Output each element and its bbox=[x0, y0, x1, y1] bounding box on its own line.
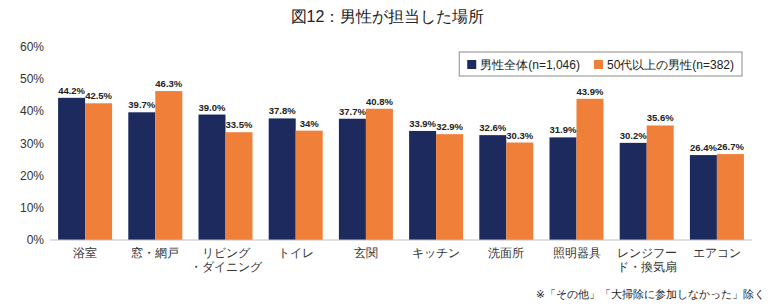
y-tick-label: 0% bbox=[27, 233, 45, 247]
data-label: 33.9% bbox=[409, 118, 436, 129]
bar bbox=[550, 137, 577, 240]
data-label: 32.9% bbox=[436, 121, 463, 132]
bar bbox=[339, 119, 366, 240]
x-tick-label-line: キッチン bbox=[412, 246, 460, 260]
data-label: 43.9% bbox=[577, 86, 604, 97]
chart: 図12：男性が担当した場所 0% 10% 20% 30% 40% 50% 60% 44.2% 39… bbox=[0, 0, 775, 306]
x-tick-label: エアコン bbox=[693, 246, 741, 260]
data-label: 32.6% bbox=[479, 122, 506, 133]
legend-swatch bbox=[594, 60, 603, 69]
data-label: 37.7% bbox=[339, 106, 366, 117]
data-label: 33.5% bbox=[226, 119, 253, 130]
x-tick-label: レンジフード・換気扇 bbox=[617, 246, 677, 274]
x-tick-label-line: ド・換気扇 bbox=[617, 260, 677, 274]
x-tick-label: トイレ bbox=[278, 246, 314, 260]
bar bbox=[690, 155, 717, 240]
data-label: 42.5% bbox=[85, 90, 112, 101]
data-labels: 44.2% 39.7% 39.0% 37.8% 37.7% 33.9% 32.6% 31.9%… bbox=[58, 78, 744, 153]
bar bbox=[269, 118, 296, 240]
data-label: 40.8% bbox=[366, 96, 393, 107]
bar bbox=[409, 131, 436, 240]
bar bbox=[128, 112, 155, 240]
x-tick-label-line: 洗面所 bbox=[488, 246, 524, 260]
x-tick-label: リビング・ダイニング bbox=[190, 246, 263, 274]
x-tick-label: 玄関 bbox=[354, 246, 378, 260]
data-label: 39.0% bbox=[199, 102, 226, 113]
x-tick-label-line: 照明器具 bbox=[553, 246, 601, 260]
legend: 男性全体(n=1,046) 50代以上の男性(n=382) bbox=[459, 52, 742, 76]
legend-label: 男性全体(n=1,046) bbox=[480, 58, 580, 72]
bar bbox=[58, 98, 85, 240]
bar bbox=[620, 143, 647, 240]
data-label: 30.2% bbox=[620, 130, 647, 141]
x-axis-line bbox=[50, 240, 752, 241]
x-tick-label: 洗面所 bbox=[488, 246, 524, 260]
data-label: 35.6% bbox=[647, 112, 674, 123]
x-tick-label-line: 窓・網戸 bbox=[131, 246, 179, 260]
bar bbox=[296, 131, 323, 240]
y-tick-label: 40% bbox=[20, 104, 44, 118]
y-tick-label: 60% bbox=[20, 40, 44, 54]
x-tick-label-line: エアコン bbox=[693, 246, 741, 260]
data-label: 31.9% bbox=[550, 124, 577, 135]
bars bbox=[58, 91, 744, 240]
bar bbox=[155, 91, 182, 240]
y-tick-label: 30% bbox=[20, 137, 44, 151]
annotation: ※「その他」「大掃除に参加しなかった」除く bbox=[536, 288, 765, 300]
bar bbox=[479, 135, 506, 240]
legend-label: 50代以上の男性(n=382) bbox=[607, 58, 734, 72]
x-tick-label-line: 浴室 bbox=[73, 246, 97, 260]
data-label: 34% bbox=[300, 118, 320, 129]
legend-swatch bbox=[467, 60, 476, 69]
data-label: 44.2% bbox=[58, 85, 85, 96]
x-tick-label: 照明器具 bbox=[553, 246, 601, 260]
bar bbox=[366, 109, 393, 240]
x-tick-label: 窓・網戸 bbox=[131, 246, 179, 260]
data-label: 46.3% bbox=[155, 78, 182, 89]
data-label: 26.4% bbox=[690, 142, 717, 153]
y-tick-label: 10% bbox=[20, 201, 44, 215]
y-tick-label: 50% bbox=[20, 72, 44, 86]
data-label: 39.7% bbox=[128, 99, 155, 110]
x-tick-label-line: リビング bbox=[202, 246, 251, 260]
y-tick-label: 20% bbox=[20, 169, 44, 183]
x-tick-label-line: レンジフー bbox=[617, 246, 677, 260]
data-label: 26.7% bbox=[717, 141, 744, 152]
bar bbox=[647, 125, 674, 240]
x-tick-label: キッチン bbox=[412, 246, 460, 260]
bar bbox=[85, 103, 112, 240]
page: {"chart_data": { "type": "bar", "title":… bbox=[0, 0, 775, 306]
bar bbox=[717, 154, 744, 240]
x-tick-label: 浴室 bbox=[73, 246, 97, 260]
x-tick-label-line: 玄関 bbox=[354, 246, 378, 260]
bar bbox=[436, 134, 463, 240]
bar bbox=[199, 115, 226, 240]
bar bbox=[506, 143, 533, 240]
title: 図12：男性が担当した場所 bbox=[291, 8, 485, 25]
legend-box bbox=[459, 52, 742, 76]
x-tick-label-line: トイレ bbox=[278, 246, 314, 260]
data-label: 30.3% bbox=[506, 130, 533, 141]
bar bbox=[577, 99, 604, 240]
x-tick-label-line: ・ダイニング bbox=[190, 260, 263, 274]
bar bbox=[226, 132, 253, 240]
data-label: 37.8% bbox=[269, 105, 296, 116]
